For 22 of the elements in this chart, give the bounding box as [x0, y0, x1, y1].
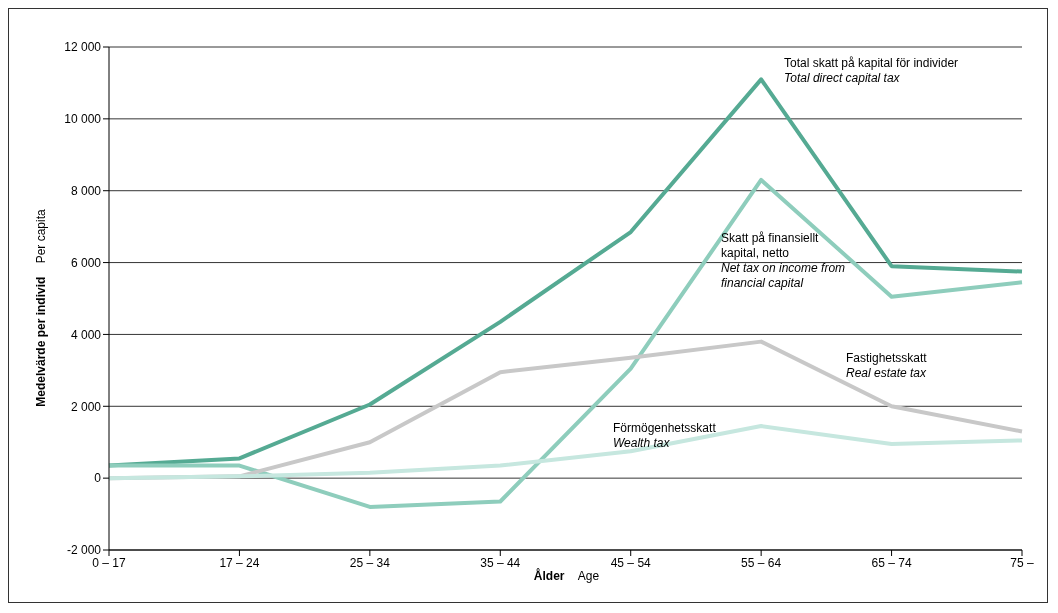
- x-tick-label: 65 – 74: [871, 555, 912, 570]
- y-tick-label: 10 000: [64, 112, 102, 127]
- x-tick-label: 0 – 17: [92, 555, 126, 570]
- x-tick-label: 75 –: [1010, 555, 1034, 570]
- y-axis-title: Medelvärde per individ Per capita: [34, 208, 48, 409]
- series-label: Fastighetsskatt Real estate tax: [846, 351, 928, 381]
- x-axis-title: Ålder Age: [532, 569, 601, 583]
- series-label: Skatt på finansiellt kapital, netto Net tax on income from financial capital: [721, 231, 847, 291]
- x-tick-label: 55 – 64: [741, 555, 782, 570]
- x-tick-label: 45 – 54: [610, 555, 652, 570]
- series-label: Total skatt på kapital för individer Total direct capital tax: [784, 56, 960, 86]
- series-label: Förmögenhetsskatt Wealth tax: [613, 421, 717, 451]
- y-tick-label: -2 000: [66, 543, 102, 558]
- y-tick-label: 2 000: [70, 399, 102, 414]
- y-tick-label: 0: [94, 471, 102, 486]
- x-tick-label: 25 – 34: [349, 555, 391, 570]
- y-tick-label: 12 000: [64, 40, 102, 55]
- x-tick-label: 35 – 44: [480, 555, 521, 570]
- y-tick-label: 8 000: [70, 183, 102, 198]
- x-tick-label: 17 – 24: [219, 555, 260, 570]
- y-tick-label: 6 000: [70, 255, 102, 270]
- y-tick-label: 4 000: [70, 327, 102, 342]
